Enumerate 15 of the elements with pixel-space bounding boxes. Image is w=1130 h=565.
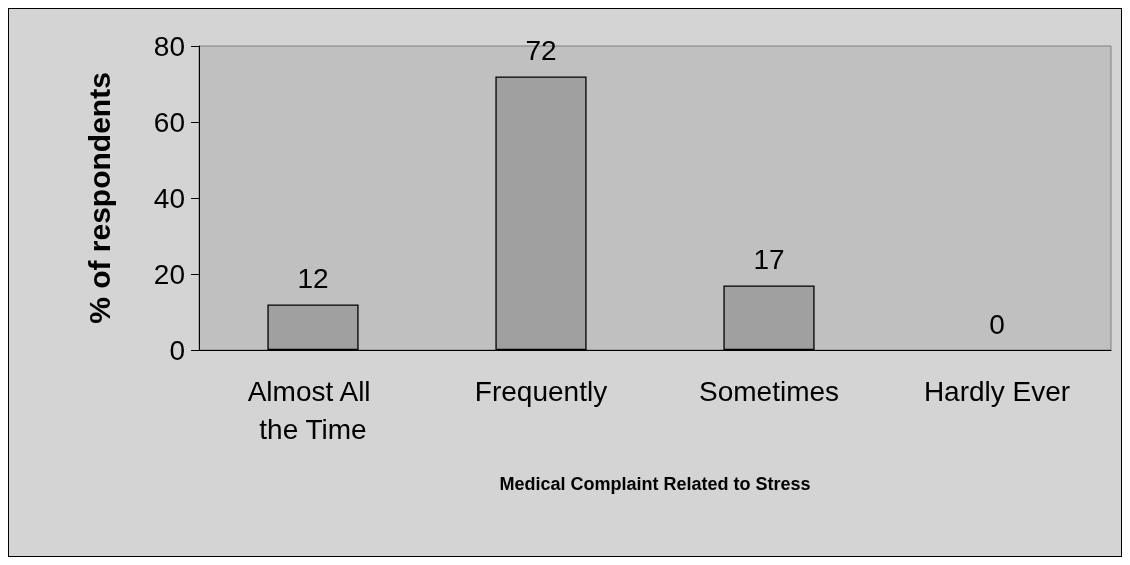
y-tick-label: 60 (153, 106, 185, 138)
x-tick-label: Sometimes (698, 375, 840, 407)
y-tick-label: 20 (153, 258, 185, 290)
y-axis-title: % of respondents (82, 72, 116, 324)
data-label: 12 (297, 262, 329, 294)
x-tick-label: Frequently (474, 375, 608, 407)
y-tick-label: 0 (169, 334, 185, 366)
y-tick-label: 80 (153, 30, 185, 62)
data-label: 72 (525, 34, 557, 66)
y-tick-label: 40 (153, 182, 185, 214)
x-tick-label: Almost All the Time (247, 375, 379, 445)
data-label: 17 (753, 243, 785, 275)
x-axis-title: Medical Complaint Related to Stress (499, 474, 811, 494)
data-label: 0 (989, 308, 1005, 340)
x-tick-label: Hardly Ever (923, 375, 1071, 407)
